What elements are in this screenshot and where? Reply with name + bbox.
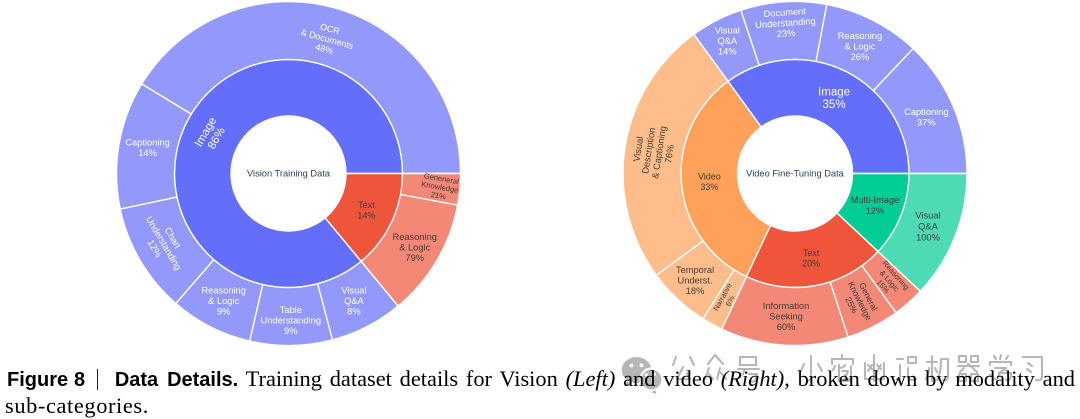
svg-text:Video Fine-Tuning Data: Video Fine-Tuning Data bbox=[746, 169, 845, 179]
svg-text:DocumentUnderstanding23%: DocumentUnderstanding23% bbox=[754, 6, 816, 41]
svg-text:Vision Training Data: Vision Training Data bbox=[247, 169, 331, 179]
